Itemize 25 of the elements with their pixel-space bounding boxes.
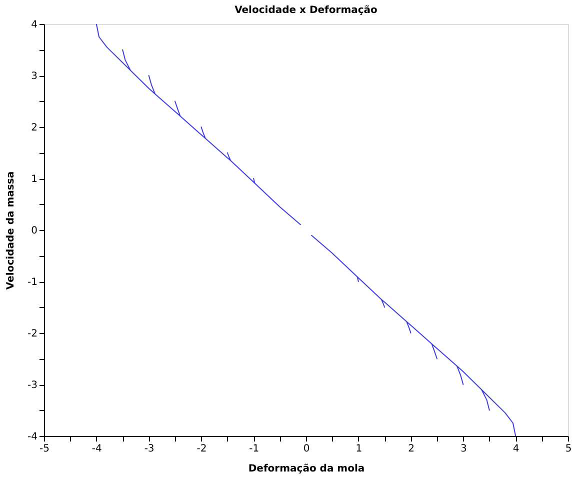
y-tick-label: -1 <box>28 277 38 288</box>
line-series <box>96 24 302 226</box>
y-tick-label: -3 <box>28 380 38 391</box>
x-tick-label: 5 <box>565 444 572 454</box>
x-tick-label: -5 <box>40 444 50 454</box>
x-tick-label: -2 <box>196 444 207 454</box>
line-series <box>310 234 516 436</box>
x-axis-title: Deformação da mola <box>248 464 365 474</box>
x-tick-label: 0 <box>303 444 310 454</box>
y-tick-label: 0 <box>31 226 38 236</box>
chart-title: Velocidade x Deformação <box>234 5 378 16</box>
y-tick-label: -2 <box>28 328 38 340</box>
x-tick-label: -1 <box>249 444 260 454</box>
y-tick-label: 1 <box>31 174 38 185</box>
x-tick-label: 2 <box>408 444 414 454</box>
x-tick-label: -4 <box>92 444 102 454</box>
x-tick-label: -3 <box>144 444 154 454</box>
y-tick-label: 3 <box>31 71 38 82</box>
x-tick-label: 4 <box>512 444 520 454</box>
y-tick-label: 2 <box>31 122 38 134</box>
y-axis-title: Velocidade da massa <box>6 171 17 290</box>
x-tick-label: 1 <box>356 444 362 454</box>
y-tick-label: -4 <box>28 432 38 442</box>
y-tick-label: 4 <box>31 20 38 30</box>
x-tick-label: 3 <box>460 444 467 454</box>
